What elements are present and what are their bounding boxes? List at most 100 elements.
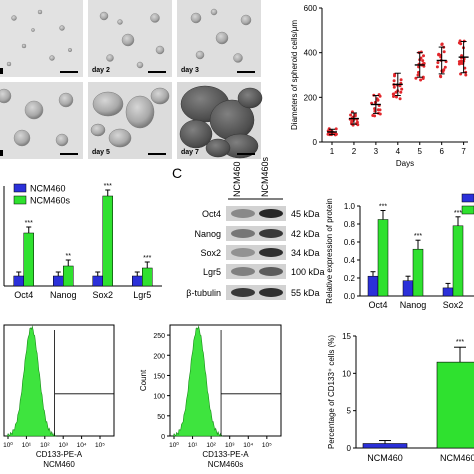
data-point [414, 76, 418, 80]
y-tick-label: 0.2 [344, 274, 356, 283]
x-tick-label: Oct4 [14, 290, 33, 300]
x-tick-label: 10³ [58, 442, 68, 449]
data-point [421, 75, 425, 79]
x-axis-label: CD133-PE-A [202, 450, 249, 459]
protein-expression-chart: 0.0 0.2 0.4 0.6 0.8 1.0 Relative expression of… [325, 193, 474, 310]
legend-label: NCM460 [30, 184, 66, 194]
kda-label: 42 kDa [291, 229, 320, 239]
data-point [392, 79, 396, 83]
x-tick-label: Nanog [400, 300, 427, 310]
data-point [356, 123, 360, 127]
micrograph-label: day 3 [181, 67, 199, 74]
protein-label: Oct4 [202, 209, 221, 219]
y-axis-label: Relative expression of protein [325, 198, 334, 303]
x-tick-label: 10³ [225, 442, 235, 449]
histogram-peak [6, 325, 57, 437]
x-tick-label: 10² [40, 442, 50, 449]
x-axis-label: Days [396, 159, 414, 168]
x-tick-label: 4 [396, 147, 401, 156]
spheroids-2 [99, 11, 165, 69]
data-point [400, 87, 404, 91]
x-tick-label: 10⁴ [243, 442, 253, 449]
spheroids-6 [179, 85, 263, 159]
blot-band [231, 288, 255, 297]
data-point [399, 78, 403, 82]
protein-label: Lgr5 [203, 267, 221, 277]
y-axis-label: Percentage of CD133⁺ cells (%) [327, 335, 336, 449]
y-tick-label: 400 [304, 49, 318, 58]
x-tick-label: 2 [352, 147, 357, 156]
spheroids-1 [6, 9, 73, 67]
y-tick-label: 0 [347, 444, 352, 453]
legend-swatch [461, 205, 474, 215]
significance-stars: *** [25, 220, 33, 227]
micrograph-4 [0, 82, 83, 159]
sample-label: NCM460s [208, 460, 244, 469]
bar [412, 248, 424, 297]
y-tick-label: 250 [153, 333, 165, 340]
protein-label: β-tubulin [186, 288, 221, 298]
y-tick-label: 200 [153, 353, 165, 360]
x-tick-label: 10² [206, 442, 216, 449]
kda-label: 100 kDa [291, 267, 325, 277]
data-point [460, 54, 464, 58]
y-tick-label: 1.0 [344, 202, 356, 211]
data-point [442, 68, 446, 72]
y-tick-label: 0.0 [344, 292, 356, 301]
scale-bars [60, 71, 255, 155]
lane-label: NCM460s [260, 156, 270, 197]
y-tick-label: 0.6 [344, 238, 356, 247]
cd133-percentage-chart: 0 5 10 15 Percentage of CD133⁺ cells (%) NCM4… [327, 332, 474, 463]
data-point [422, 54, 425, 58]
blot-band [259, 288, 283, 297]
spheroid-diameter-chart: 0 200 400 600 1 2 3 4 5 6 7 Days Diameters of sphero… [290, 4, 469, 168]
data-point [373, 107, 377, 111]
mrna-expression-chart: *** Oct4 ** Nanog *** Sox2 *** Lgr5 NCM460 NCM460… [3, 183, 162, 300]
significance-stars: *** [104, 183, 112, 190]
data-point [355, 120, 359, 124]
bar [23, 232, 34, 287]
x-tick-label: 10⁰ [3, 441, 13, 449]
x-tick-label: 10¹ [188, 442, 198, 449]
legend-swatch [461, 193, 474, 203]
legend-swatch [13, 183, 27, 193]
significance-stars: *** [454, 210, 462, 217]
significance-stars: *** [143, 255, 151, 262]
lane-label: NCM460 [232, 161, 242, 197]
y-tick-label: 0.4 [344, 256, 356, 265]
data-point [399, 90, 403, 94]
bar [92, 275, 103, 287]
data-point [391, 92, 395, 96]
y-tick-label: 10 [342, 369, 351, 378]
x-tick-label: NCM460 [367, 453, 403, 463]
legend-swatch [13, 195, 27, 205]
data-point [457, 41, 461, 45]
spheroids-5 [90, 87, 170, 148]
data-point [395, 95, 398, 99]
y-axis-label: Count [139, 369, 148, 391]
x-tick-label: Lgr5 [133, 290, 151, 300]
data-point [371, 114, 375, 117]
bar [367, 275, 379, 297]
data-point [350, 120, 354, 124]
bar [402, 280, 414, 297]
micrograph-label: day 5 [92, 149, 110, 156]
y-tick-label: 100 [153, 394, 165, 401]
x-tick-label: 6 [439, 147, 444, 156]
blot-band [259, 267, 283, 276]
data-point [435, 65, 439, 69]
micrograph-label: day 7 [181, 149, 199, 156]
blot-band [231, 248, 255, 257]
data-point [334, 132, 338, 136]
left-edge-mark-1 [0, 68, 3, 74]
data-point [392, 95, 395, 98]
data-point [349, 113, 353, 117]
data-point [421, 59, 425, 63]
bar [132, 275, 143, 287]
kda-label: 55 kDa [291, 288, 320, 298]
x-axis-label: CD133-PE-A [36, 450, 83, 459]
significance-stars: *** [379, 204, 387, 211]
bar [377, 219, 389, 297]
